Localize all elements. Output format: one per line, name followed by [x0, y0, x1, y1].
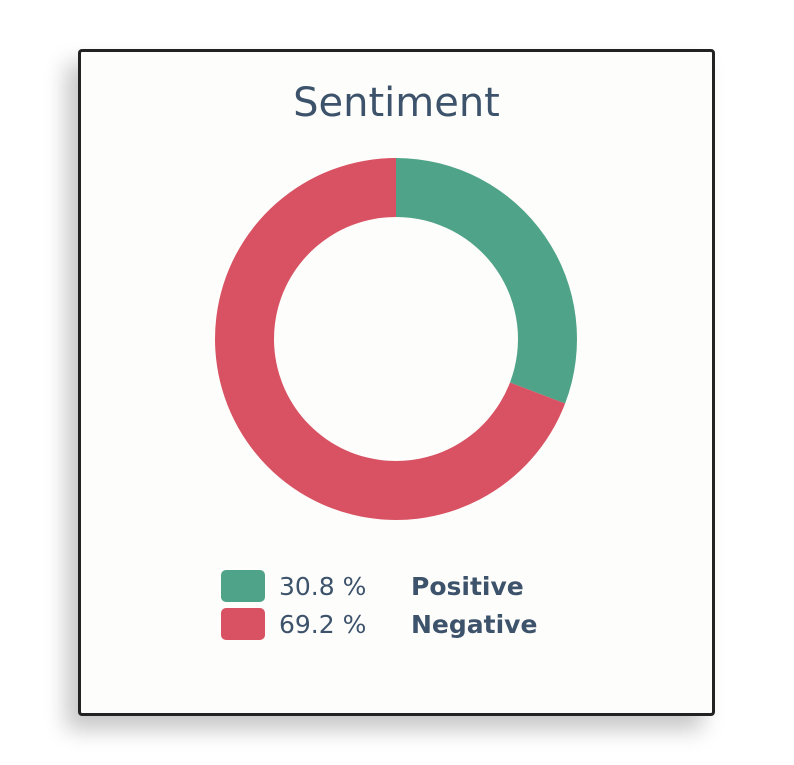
positive-label: Positive [411, 571, 524, 601]
donut-chart [215, 158, 577, 520]
legend-item-positive: 30.8 % Positive [221, 567, 537, 605]
slice-negative [215, 158, 566, 520]
positive-swatch [221, 570, 265, 602]
sentiment-card: Sentiment 30.8 % Positive 69.2 % Negativ… [78, 49, 715, 716]
slice-positive [396, 158, 577, 404]
negative-swatch [221, 608, 265, 640]
legend-item-negative: 69.2 % Negative [221, 605, 537, 643]
chart-title: Sentiment [293, 80, 500, 126]
negative-percent: 69.2 % [279, 609, 367, 639]
legend: 30.8 % Positive 69.2 % Negative [221, 567, 537, 643]
positive-percent: 30.8 % [279, 571, 367, 601]
negative-label: Negative [411, 609, 538, 639]
